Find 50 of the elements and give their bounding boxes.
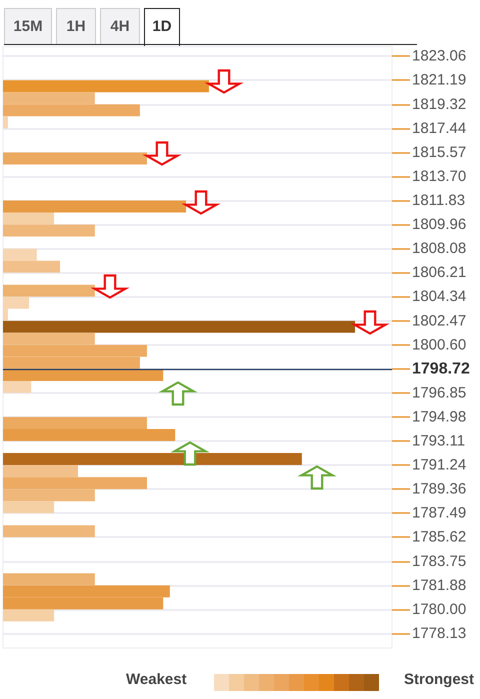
- bar: [3, 477, 147, 490]
- y-tick-label: 1787.49: [412, 504, 466, 522]
- y-tick-label: 1780.00: [412, 600, 466, 618]
- bar: [3, 369, 164, 381]
- y-tick-label: 1791.24: [412, 456, 466, 474]
- y-tick-label: 1804.34: [412, 288, 466, 306]
- y-tick-label: 1806.21: [412, 264, 466, 282]
- y-tick-label: 1821.19: [412, 72, 466, 89]
- bar: [3, 417, 147, 429]
- y-tick-label: 1783.75: [412, 552, 466, 570]
- bar: [3, 429, 176, 441]
- bar: [3, 465, 78, 478]
- y-tick-label: 1785.62: [412, 528, 466, 546]
- text: 4H: [100, 8, 140, 44]
- y-tick-label: 1811.83: [412, 192, 466, 209]
- y-tick-label: 1808.08: [412, 240, 466, 258]
- text: Strongest: [404, 671, 474, 688]
- bar: [3, 224, 95, 237]
- y-tick-label: 1800.60: [412, 336, 466, 354]
- bar: [3, 212, 54, 224]
- bar: [3, 92, 95, 104]
- y-tick-label: 1796.85: [412, 384, 466, 402]
- text: 1D: [144, 8, 180, 46]
- text: 1H: [56, 8, 96, 44]
- text: 15M: [4, 8, 52, 44]
- y-tick-label: 1794.98: [412, 408, 466, 426]
- y-tick-label: 1793.11: [412, 432, 466, 450]
- bar: [3, 104, 140, 116]
- y-tick-label: 1809.96: [412, 216, 466, 234]
- bar: [3, 609, 54, 622]
- y-tick-label: 1778.13: [412, 624, 466, 642]
- bar: [3, 380, 32, 393]
- text: Weakest: [126, 671, 187, 688]
- bar: [3, 116, 8, 128]
- bar: [3, 489, 95, 502]
- y-tick-label: 1815.57: [412, 144, 466, 161]
- bar: [3, 573, 95, 586]
- y-tick-label: 1813.70: [412, 168, 466, 185]
- bar: [3, 260, 60, 273]
- y-tick-label: 1789.36: [412, 480, 466, 498]
- bar: [3, 525, 95, 538]
- y-tick-label: 1798.72: [412, 360, 470, 378]
- y-tick-label: 1802.47: [412, 312, 466, 330]
- bar: [3, 248, 37, 261]
- bar: [3, 501, 54, 514]
- y-tick-label: 1781.88: [412, 576, 466, 594]
- y-tick-label: 1817.44: [412, 120, 466, 137]
- y-tick-label: 1819.32: [412, 96, 466, 113]
- bar: [3, 332, 95, 345]
- y-tick-label: 1823.06: [412, 48, 466, 65]
